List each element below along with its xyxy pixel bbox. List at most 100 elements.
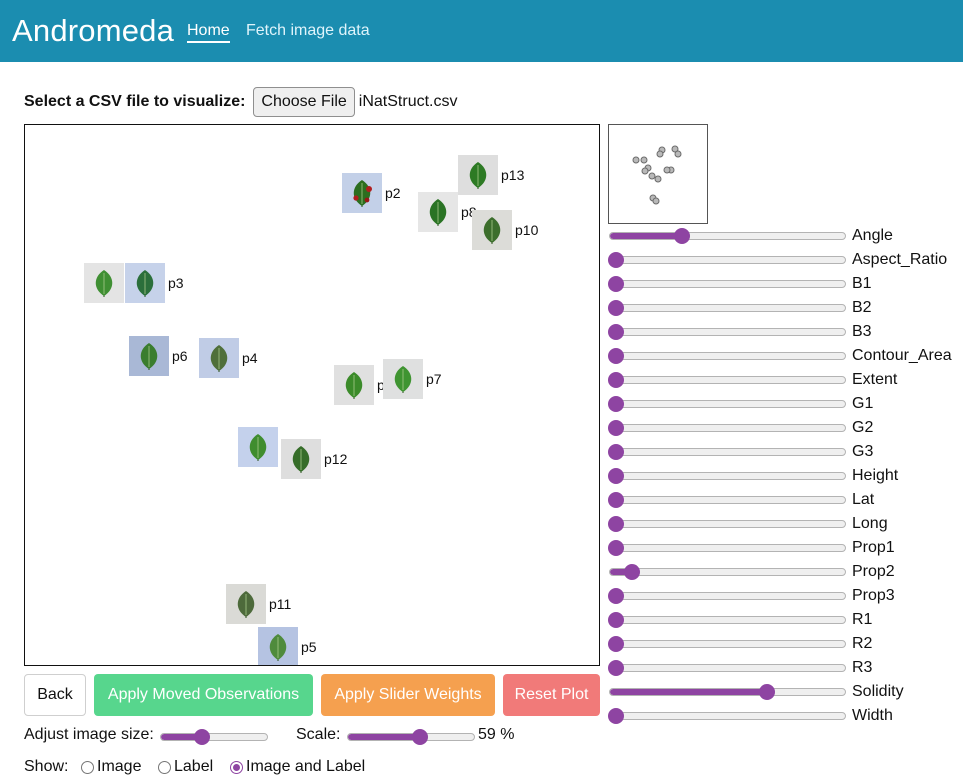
weight-slider-long[interactable]: Long: [608, 515, 963, 532]
slider-track[interactable]: [609, 280, 846, 288]
scale-slider[interactable]: [346, 729, 475, 745]
show-image-radio[interactable]: [81, 761, 94, 774]
nav-home-link[interactable]: Home: [187, 22, 230, 43]
slider-knob[interactable]: [608, 660, 624, 676]
slider-track[interactable]: [609, 640, 846, 648]
slider-knob[interactable]: [624, 564, 641, 580]
observation-p11[interactable]: p11: [226, 584, 291, 624]
slider-knob[interactable]: [608, 636, 624, 652]
weight-slider-prop1[interactable]: Prop1: [608, 539, 963, 556]
slider-track[interactable]: [609, 520, 846, 528]
observation-thumbnail[interactable]: [418, 192, 458, 232]
slider-knob[interactable]: [759, 684, 776, 700]
slider-track[interactable]: [609, 352, 846, 360]
show-label-option-label[interactable]: Label: [174, 758, 214, 775]
weight-slider-height[interactable]: Height: [608, 467, 963, 484]
observation-thumbnail[interactable]: [334, 365, 374, 405]
slider-track[interactable]: [609, 424, 846, 432]
observation-p6[interactable]: p6: [129, 336, 188, 376]
observation-thumbnail[interactable]: [472, 210, 512, 250]
observation-p1[interactable]: p1: [238, 427, 297, 467]
slider-track[interactable]: [609, 616, 846, 624]
weight-slider-prop3[interactable]: Prop3: [608, 587, 963, 604]
weight-slider-solidity[interactable]: Solidity: [608, 683, 963, 700]
observation-p5[interactable]: p5: [258, 627, 317, 665]
slider-knob[interactable]: [608, 324, 624, 340]
scale-knob[interactable]: [412, 729, 429, 745]
weight-slider-contour-area[interactable]: Contour_Area: [608, 347, 963, 364]
slider-track[interactable]: [609, 376, 846, 384]
show-image-label[interactable]: Image: [97, 758, 142, 775]
show-image-and-label-radio[interactable]: [230, 761, 243, 774]
weight-slider-r3[interactable]: R3: [608, 659, 963, 676]
slider-track[interactable]: [609, 664, 846, 672]
nav-fetch-image-data-link[interactable]: Fetch image data: [246, 22, 370, 39]
observation-p2[interactable]: p2: [342, 173, 401, 213]
observation-plot[interactable]: p2p13p8p10p9p3p6p4p14p7p1p12p11p5: [24, 124, 600, 666]
slider-track[interactable]: [609, 544, 846, 552]
image-size-slider[interactable]: [159, 729, 268, 745]
weight-slider-g2[interactable]: G2: [608, 419, 963, 436]
weight-slider-b1[interactable]: B1: [608, 275, 963, 292]
slider-knob[interactable]: [608, 420, 624, 436]
observation-thumbnail[interactable]: [281, 439, 321, 479]
slider-track[interactable]: [609, 304, 846, 312]
apply-moved-observations-button[interactable]: Apply Moved Observations: [94, 674, 313, 716]
weight-slider-aspect-ratio[interactable]: Aspect_Ratio: [608, 251, 963, 268]
weight-slider-width[interactable]: Width: [608, 707, 963, 724]
slider-track[interactable]: [609, 712, 846, 720]
observation-p14[interactable]: p14: [334, 365, 400, 405]
show-label-radio[interactable]: [158, 761, 171, 774]
slider-knob[interactable]: [608, 300, 624, 316]
observation-thumbnail[interactable]: [383, 359, 423, 399]
show-image-and-label-label[interactable]: Image and Label: [246, 758, 366, 775]
observation-thumbnail[interactable]: [258, 627, 298, 665]
brand-title[interactable]: Andromeda: [12, 13, 175, 48]
weight-slider-g3[interactable]: G3: [608, 443, 963, 460]
slider-track[interactable]: [609, 448, 846, 456]
reset-plot-button[interactable]: Reset Plot: [503, 674, 600, 716]
observation-p4[interactable]: p4: [199, 338, 258, 378]
slider-track[interactable]: [609, 568, 846, 576]
slider-knob[interactable]: [608, 708, 624, 724]
slider-knob[interactable]: [608, 612, 624, 628]
observation-thumbnail[interactable]: [458, 155, 498, 195]
observation-p13[interactable]: p13: [458, 155, 524, 195]
observation-thumbnail[interactable]: [342, 173, 382, 213]
slider-track[interactable]: [609, 496, 846, 504]
slider-knob[interactable]: [608, 444, 624, 460]
weight-slider-angle[interactable]: Angle: [608, 227, 963, 244]
weight-slider-b2[interactable]: B2: [608, 299, 963, 316]
weight-slider-extent[interactable]: Extent: [608, 371, 963, 388]
slider-knob[interactable]: [608, 348, 624, 364]
weight-slider-prop2[interactable]: Prop2: [608, 563, 963, 580]
observation-thumbnail[interactable]: [125, 263, 165, 303]
slider-knob[interactable]: [674, 228, 691, 244]
slider-track[interactable]: [609, 688, 846, 696]
observation-p7[interactable]: p7: [383, 359, 442, 399]
observation-thumbnail[interactable]: [84, 263, 124, 303]
slider-track[interactable]: [609, 400, 846, 408]
choose-file-button[interactable]: Choose File: [253, 87, 355, 117]
slider-knob[interactable]: [608, 516, 624, 532]
weight-slider-r2[interactable]: R2: [608, 635, 963, 652]
slider-knob[interactable]: [608, 252, 624, 268]
apply-slider-weights-button[interactable]: Apply Slider Weights: [321, 674, 495, 716]
slider-knob[interactable]: [608, 276, 624, 292]
observation-p10[interactable]: p10: [472, 210, 538, 250]
image-size-knob[interactable]: [193, 729, 210, 745]
weight-slider-g1[interactable]: G1: [608, 395, 963, 412]
slider-track[interactable]: [609, 328, 846, 336]
weight-slider-b3[interactable]: B3: [608, 323, 963, 340]
plot-minimap[interactable]: [608, 124, 708, 224]
weight-slider-lat[interactable]: Lat: [608, 491, 963, 508]
observation-thumbnail[interactable]: [199, 338, 239, 378]
observation-p3[interactable]: p3: [125, 263, 184, 303]
slider-track[interactable]: [609, 472, 846, 480]
slider-track[interactable]: [609, 592, 846, 600]
slider-knob[interactable]: [608, 492, 624, 508]
weight-slider-r1[interactable]: R1: [608, 611, 963, 628]
observation-thumbnail[interactable]: [238, 427, 278, 467]
observation-p12[interactable]: p12: [281, 439, 347, 479]
observation-thumbnail[interactable]: [226, 584, 266, 624]
